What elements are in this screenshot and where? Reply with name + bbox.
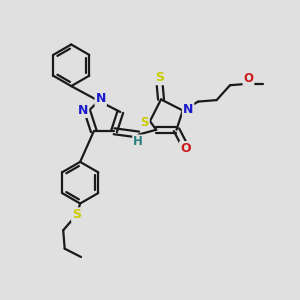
Text: O: O <box>243 72 254 85</box>
Text: S: S <box>140 116 149 129</box>
Text: H: H <box>133 136 143 148</box>
Text: N: N <box>183 103 193 116</box>
Text: S: S <box>155 71 164 84</box>
Text: O: O <box>180 142 191 155</box>
Text: S: S <box>72 208 81 221</box>
Text: N: N <box>78 104 88 117</box>
Text: N: N <box>95 92 106 105</box>
